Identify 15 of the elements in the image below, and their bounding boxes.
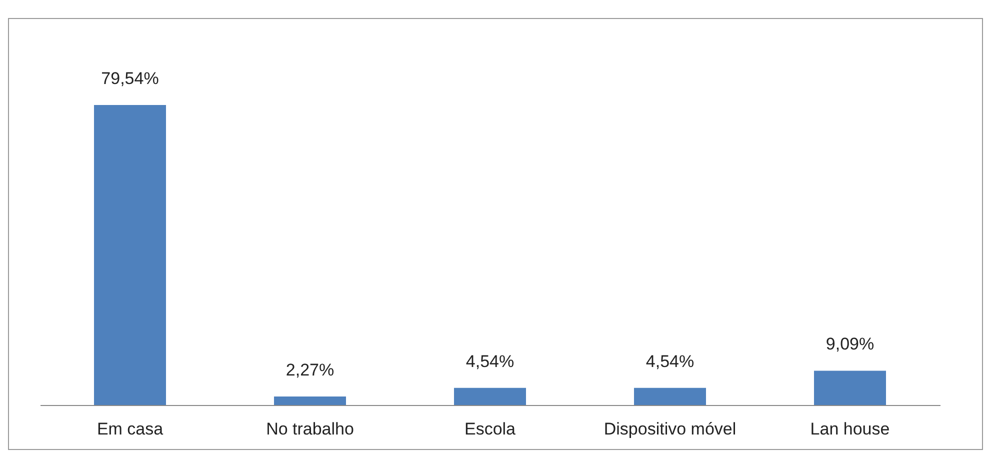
x-tick-label: No trabalho	[266, 420, 354, 438]
x-tick-label: Em casa	[96, 420, 164, 438]
bar	[94, 105, 166, 405]
bar	[454, 388, 526, 405]
data-label: 79,54%	[101, 69, 159, 88]
x-tick-label: Escola	[464, 420, 516, 438]
data-label: 2,27%	[286, 360, 334, 380]
x-tick-label: Dispositivo móvel	[604, 420, 736, 438]
data-label: 9,09%	[826, 334, 874, 354]
x-tick-label: Lan house	[810, 420, 890, 438]
bar	[274, 396, 346, 405]
data-label: 4,54%	[646, 352, 694, 371]
bar	[634, 388, 706, 405]
data-label: 4,54%	[466, 352, 514, 371]
bar	[814, 370, 886, 405]
